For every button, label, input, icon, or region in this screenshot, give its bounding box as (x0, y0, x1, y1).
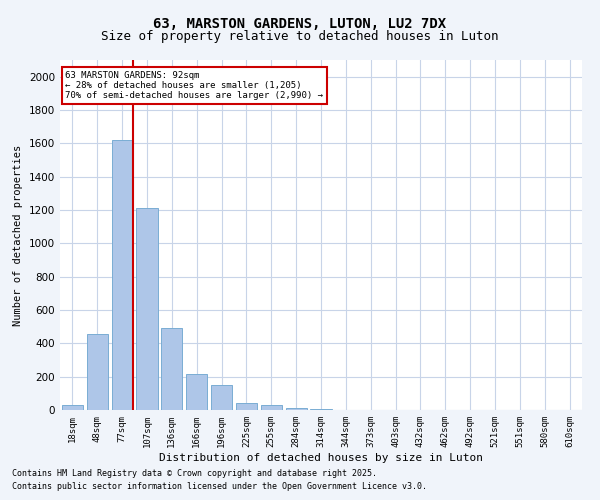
Bar (87, 334, 108, 410)
Bar (62, 405, 83, 410)
Bar (236, 402, 257, 410)
Text: Size of property relative to detached houses in Luton: Size of property relative to detached ho… (101, 30, 499, 43)
Bar (161, 328, 182, 410)
Text: Contains HM Land Registry data © Crown copyright and database right 2025.: Contains HM Land Registry data © Crown c… (12, 468, 377, 477)
Bar (112, 140, 133, 410)
Text: 63, MARSTON GARDENS, LUTON, LU2 7DX: 63, MARSTON GARDENS, LUTON, LU2 7DX (154, 18, 446, 32)
Text: Contains public sector information licensed under the Open Government Licence v3: Contains public sector information licen… (12, 482, 427, 491)
Text: 63 MARSTON GARDENS: 92sqm
← 28% of detached houses are smaller (1,205)
70% of se: 63 MARSTON GARDENS: 92sqm ← 28% of detac… (65, 70, 323, 101)
Y-axis label: Number of detached properties: Number of detached properties (13, 144, 23, 326)
Bar (186, 374, 207, 410)
X-axis label: Distribution of detached houses by size in Luton: Distribution of detached houses by size … (159, 452, 483, 462)
Bar (261, 405, 282, 410)
Bar (136, 208, 158, 410)
Bar (310, 409, 332, 410)
Bar (211, 385, 232, 410)
Bar (286, 408, 307, 410)
